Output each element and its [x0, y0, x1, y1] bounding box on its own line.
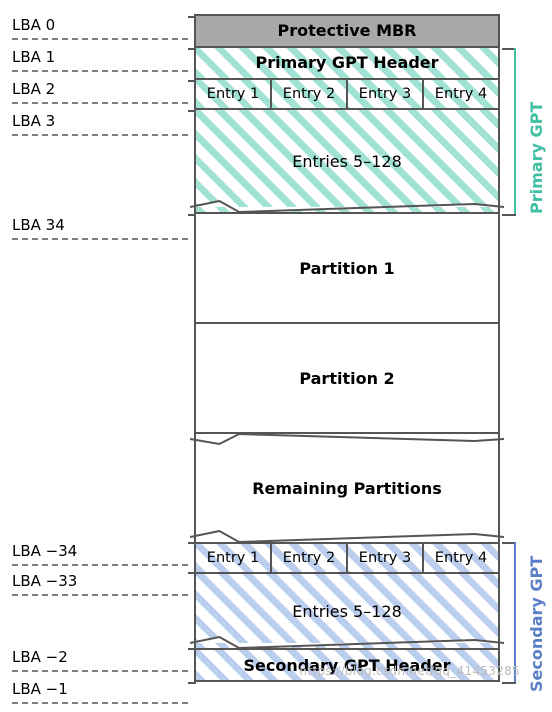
- lba-0: LBA 0: [12, 16, 55, 34]
- lba-label: LBA −33: [12, 572, 77, 590]
- lba-n2: LBA −2: [12, 648, 68, 666]
- torn-edge-icon: [190, 530, 504, 544]
- row-label: Primary GPT Header: [251, 48, 442, 78]
- row-primary-entries-5-128: Entries 5–128: [194, 108, 500, 212]
- lba-label: LBA 34: [12, 216, 65, 234]
- row-partition-1: Partition 1: [194, 212, 500, 322]
- lba-label: LBA −1: [12, 680, 68, 698]
- entry-cell: Entry 4: [424, 544, 498, 572]
- lba-3: LBA 3: [12, 112, 55, 130]
- side-label-text: Secondary GPT: [527, 556, 546, 692]
- row-primary-entries-1-4: Entry 1 Entry 2 Entry 3 Entry 4: [194, 78, 500, 108]
- row-label: Partition 2: [295, 324, 398, 434]
- lba-label: LBA −34: [12, 542, 77, 560]
- side-label-text: Primary GPT: [527, 102, 546, 214]
- row-label: Partition 1: [295, 214, 398, 324]
- lba-n34: LBA −34: [12, 542, 77, 560]
- entry-cell: Entry 3: [348, 80, 424, 108]
- disk-layout: Protective MBR Primary GPT Header Entry …: [194, 14, 500, 682]
- lba-label: LBA 2: [12, 80, 55, 98]
- entry-cell: Entry 1: [196, 80, 272, 108]
- entry-cell: Entry 4: [424, 80, 498, 108]
- lba-n1: LBA −1: [12, 680, 68, 698]
- row-label: Protective MBR: [273, 16, 420, 46]
- row-protective-mbr: Protective MBR: [194, 14, 500, 46]
- side-label-primary-gpt: Primary GPT: [527, 46, 546, 214]
- row-remaining-partitions: Remaining Partitions: [194, 432, 500, 542]
- torn-edge-icon: [190, 432, 504, 446]
- row-primary-gpt-header: Primary GPT Header: [194, 46, 500, 78]
- side-label-secondary-gpt: Secondary GPT: [527, 542, 546, 692]
- lba-n33: LBA −33: [12, 572, 77, 590]
- entry-cell: Entry 3: [348, 544, 424, 572]
- entry-cell: Entry 2: [272, 544, 348, 572]
- lba-34: LBA 34: [12, 216, 65, 234]
- lba-label: LBA 1: [12, 48, 55, 66]
- row-label: Remaining Partitions: [248, 434, 446, 544]
- entry-cell: Entry 1: [196, 544, 272, 572]
- row-secondary-entries-1-4: Entry 1 Entry 2 Entry 3 Entry 4: [194, 542, 500, 572]
- row-partition-2: Partition 2: [194, 322, 500, 432]
- lba-label: LBA 3: [12, 112, 55, 130]
- watermark-text: https://blog.csdn.net/qq_41453285: [299, 664, 520, 678]
- torn-edge-icon: [190, 636, 504, 650]
- row-secondary-entries-5-128: Entries 5–128: [194, 572, 500, 648]
- gpt-layout-diagram: LBA 0 LBA 1 LBA 2 LBA 3 LBA 34 LBA −34 L…: [12, 12, 540, 700]
- torn-edge-icon: [190, 200, 504, 214]
- lba-2: LBA 2: [12, 80, 55, 98]
- lba-label: LBA −2: [12, 648, 68, 666]
- entry-cell: Entry 2: [272, 80, 348, 108]
- row-label: Entries 5–128: [288, 110, 406, 214]
- lba-label: LBA 0: [12, 16, 55, 34]
- lba-1: LBA 1: [12, 48, 55, 66]
